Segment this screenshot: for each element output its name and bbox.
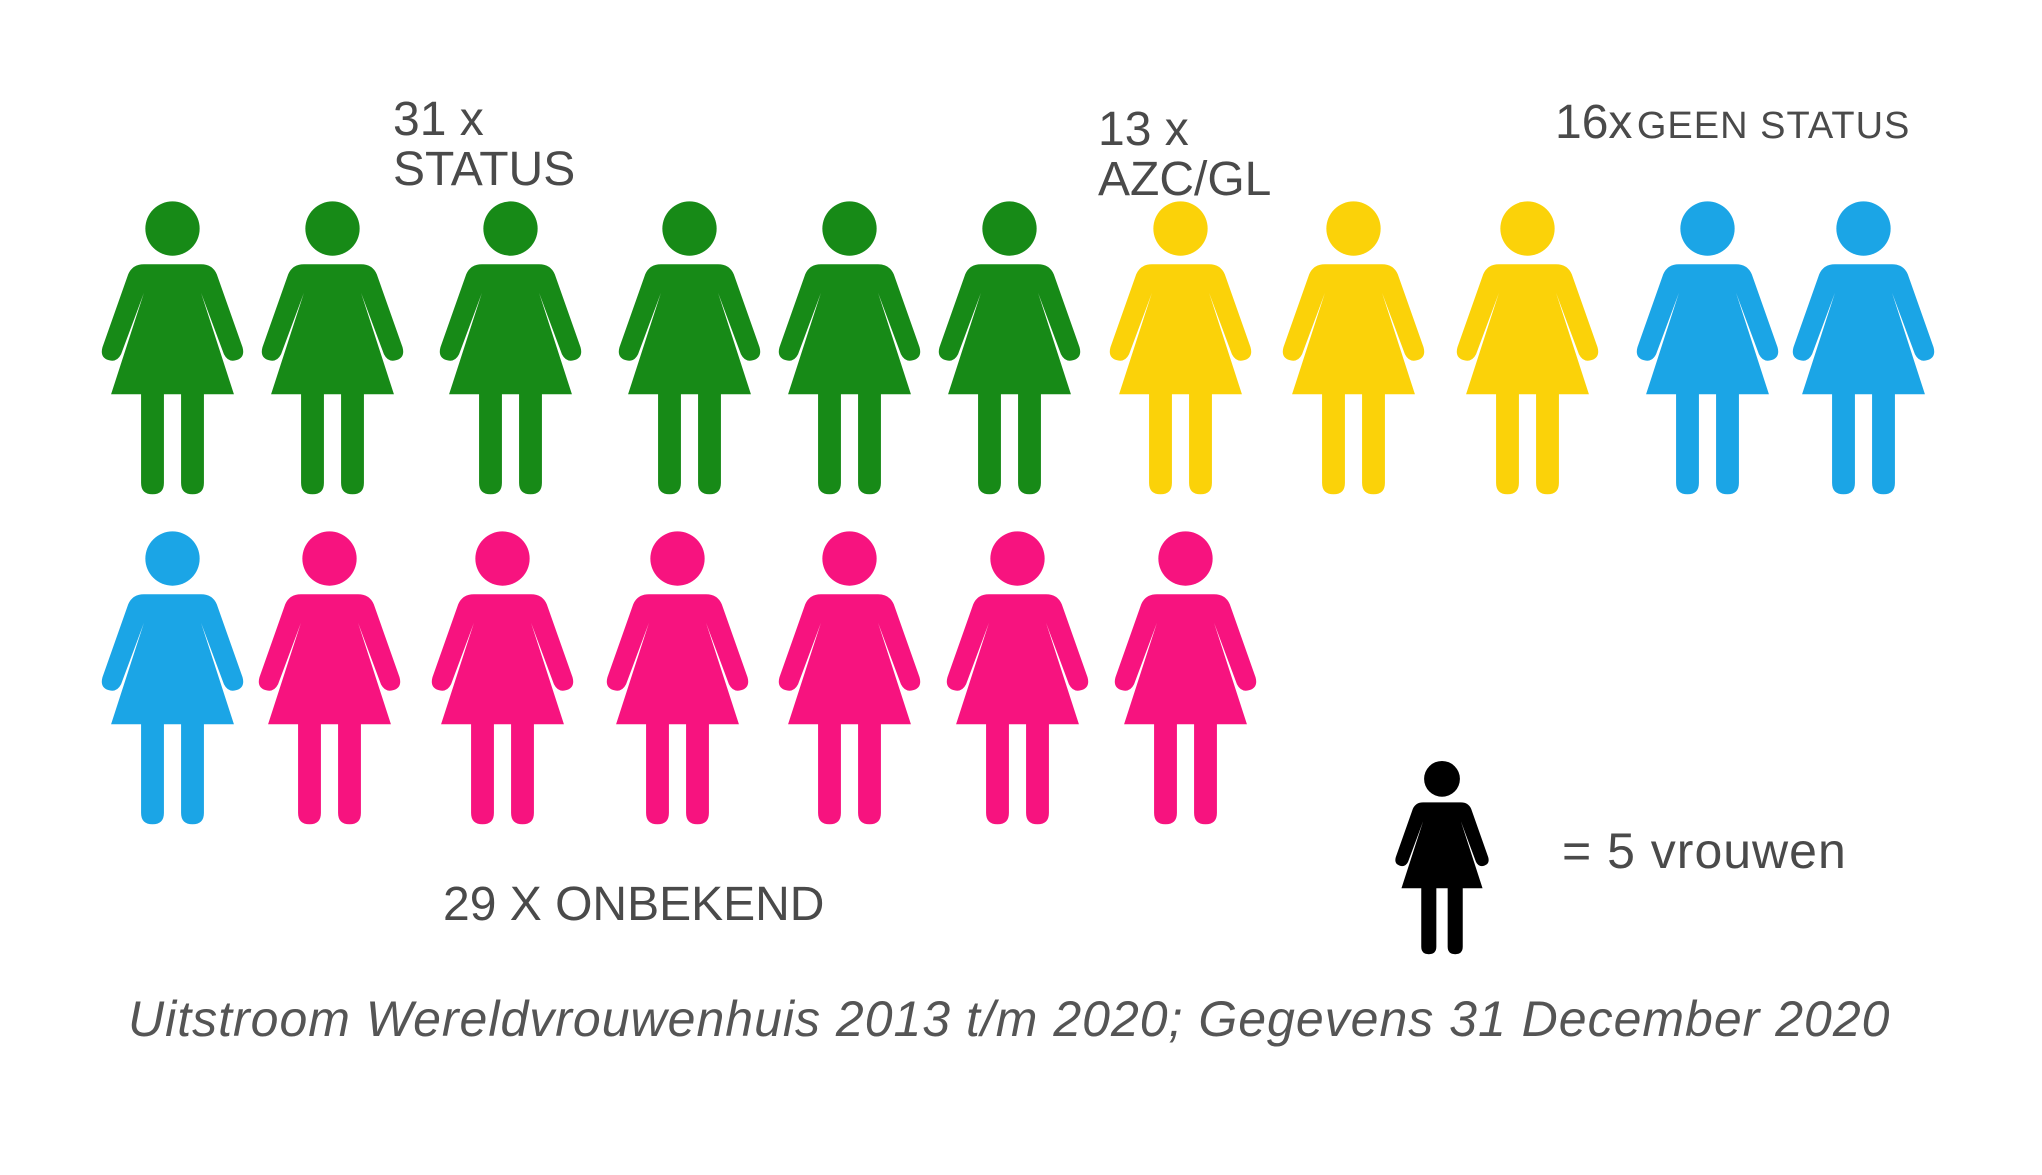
series-label-geen-status-name: GEEN STATUS [1636, 105, 1911, 147]
pictogram-woman-icon-series-1 [101, 201, 244, 495]
pictogram-woman-icon-series-1 [261, 201, 404, 495]
legend-text: = 5 vrouwen [1562, 823, 1847, 879]
series-label-azc-count: 13 x [1098, 103, 1189, 156]
chart-caption: Uitstroom Wereldvrouwenhuis 2013 t/m 202… [128, 991, 1891, 1047]
series-label-azc-name: AZC/GL [1098, 153, 1272, 207]
pictogram-woman-icon-series-4 [606, 531, 749, 825]
pictogram-woman-icon-series-3 [1636, 201, 1779, 495]
pictogram-woman-icon-series-1 [938, 201, 1081, 495]
series-label-azc: 13 x AZC/GL [1098, 103, 1272, 207]
pictogram-woman-icon-series-4 [431, 531, 574, 825]
pictogram-woman-icon-series-4 [778, 531, 921, 825]
pictogram-woman-icon-series-2 [1282, 201, 1425, 495]
pictogram-woman-icon-series-2 [1456, 201, 1599, 495]
series-label-status: 31 x STATUS [393, 93, 576, 197]
pictogram-woman-icon-series-4 [1114, 531, 1257, 825]
series-label-status-name: STATUS [393, 143, 576, 197]
pictogram-woman-icon-series-3 [101, 531, 244, 825]
pictogram-woman-icon-series-1 [439, 201, 582, 495]
pictogram-woman-icon-series-1 [618, 201, 761, 495]
pictogram-woman-icon-series-4 [946, 531, 1089, 825]
pictogram-woman-icon-series-2 [1109, 201, 1252, 495]
series-label-geen-status-count: 16x [1555, 96, 1633, 149]
legend-woman-icon [1395, 760, 1489, 955]
pictogram-woman-icon-series-4 [258, 531, 401, 825]
series-label-status-count: 31 x [393, 93, 484, 146]
series-label-onbekend: 29 X ONBEKEND [443, 878, 825, 931]
pictogram-woman-icon-series-1 [778, 201, 921, 495]
series-label-onbekend-text: 29 X ONBEKEND [443, 878, 825, 931]
series-label-geen-status: 16x GEEN STATUS [1555, 96, 1911, 149]
pictogram-woman-icon-series-3 [1792, 201, 1935, 495]
